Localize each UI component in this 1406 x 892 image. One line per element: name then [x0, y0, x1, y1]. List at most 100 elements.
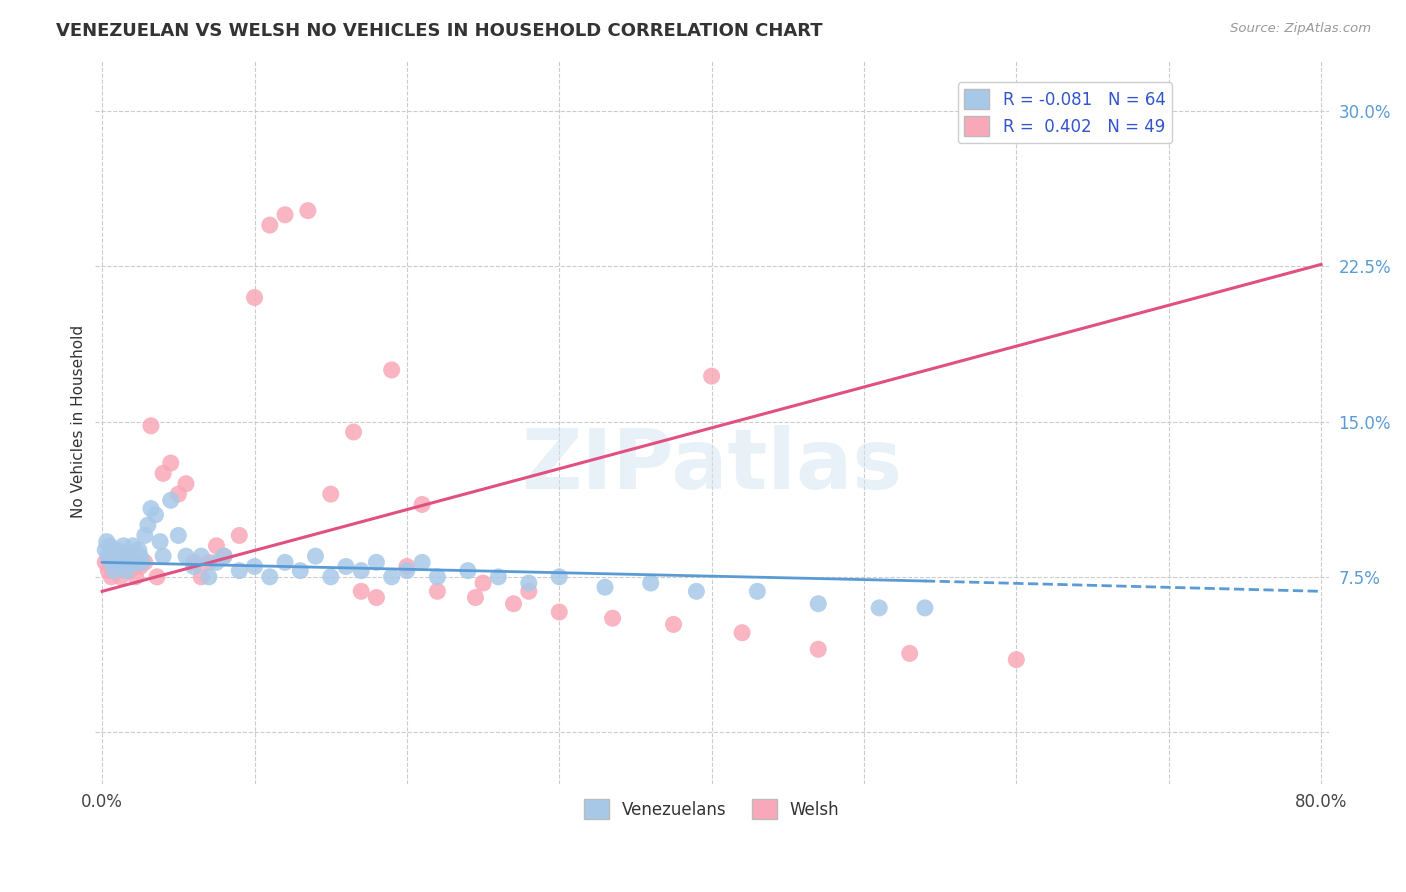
Point — [228, 564, 250, 578]
Point — [159, 493, 181, 508]
Point — [110, 553, 132, 567]
Point — [366, 591, 388, 605]
Point — [145, 508, 167, 522]
Point — [517, 584, 540, 599]
Point — [101, 547, 124, 561]
Point — [548, 605, 571, 619]
Point — [118, 555, 141, 569]
Point — [350, 584, 373, 599]
Point — [868, 600, 890, 615]
Point — [174, 549, 197, 563]
Point — [259, 570, 281, 584]
Point — [517, 576, 540, 591]
Text: VENEZUELAN VS WELSH NO VEHICLES IN HOUSEHOLD CORRELATION CHART: VENEZUELAN VS WELSH NO VEHICLES IN HOUSE… — [56, 22, 823, 40]
Point — [807, 642, 830, 657]
Point — [898, 647, 921, 661]
Point — [274, 208, 297, 222]
Point — [290, 564, 312, 578]
Point — [640, 576, 662, 591]
Point — [139, 501, 162, 516]
Point — [120, 549, 142, 563]
Point — [426, 570, 449, 584]
Point — [111, 545, 134, 559]
Point — [228, 528, 250, 542]
Point — [335, 559, 357, 574]
Point — [149, 534, 172, 549]
Point — [411, 497, 433, 511]
Point — [98, 539, 121, 553]
Point — [685, 584, 707, 599]
Point — [1005, 652, 1028, 666]
Point — [139, 418, 162, 433]
Point — [183, 555, 205, 569]
Point — [121, 539, 143, 553]
Y-axis label: No Vehicles in Household: No Vehicles in Household — [72, 325, 86, 518]
Point — [731, 625, 754, 640]
Point — [127, 555, 149, 569]
Point — [259, 218, 281, 232]
Point — [472, 576, 495, 591]
Text: ZIPatlas: ZIPatlas — [522, 425, 903, 506]
Point — [319, 487, 342, 501]
Point — [198, 555, 221, 569]
Point — [297, 203, 319, 218]
Point — [212, 549, 235, 563]
Point — [411, 555, 433, 569]
Point — [129, 559, 152, 574]
Point — [167, 528, 190, 542]
Point — [190, 570, 212, 584]
Point — [103, 564, 125, 578]
Point — [395, 564, 418, 578]
Point — [190, 549, 212, 563]
Point — [662, 617, 685, 632]
Point — [97, 549, 120, 563]
Point — [94, 555, 117, 569]
Point — [243, 291, 266, 305]
Point — [319, 570, 342, 584]
Point — [350, 564, 373, 578]
Point — [103, 555, 125, 569]
Point — [274, 555, 297, 569]
Point — [134, 555, 156, 569]
Point — [700, 369, 723, 384]
Point — [243, 559, 266, 574]
Point — [108, 559, 131, 574]
Point — [107, 549, 129, 563]
Point — [112, 539, 135, 553]
Point — [107, 564, 129, 578]
Point — [174, 476, 197, 491]
Point — [152, 467, 174, 481]
Point — [159, 456, 181, 470]
Point — [110, 570, 132, 584]
Point — [807, 597, 830, 611]
Point — [381, 570, 404, 584]
Point — [914, 600, 936, 615]
Text: Source: ZipAtlas.com: Source: ZipAtlas.com — [1230, 22, 1371, 36]
Point — [117, 549, 139, 563]
Point — [426, 584, 449, 599]
Point — [128, 543, 150, 558]
Point — [97, 564, 120, 578]
Point — [381, 363, 404, 377]
Point — [183, 559, 205, 574]
Point — [502, 597, 524, 611]
Point — [395, 559, 418, 574]
Point — [342, 425, 364, 439]
Point — [125, 570, 148, 584]
Point — [366, 555, 388, 569]
Point — [593, 580, 616, 594]
Point — [96, 534, 118, 549]
Point — [602, 611, 624, 625]
Point — [122, 553, 145, 567]
Point — [125, 547, 148, 561]
Point — [131, 555, 153, 569]
Point — [118, 564, 141, 578]
Point — [212, 549, 235, 563]
Point — [115, 549, 138, 563]
Point — [100, 570, 122, 584]
Point — [146, 570, 169, 584]
Point — [167, 487, 190, 501]
Point — [205, 555, 228, 569]
Point — [304, 549, 326, 563]
Point — [134, 528, 156, 542]
